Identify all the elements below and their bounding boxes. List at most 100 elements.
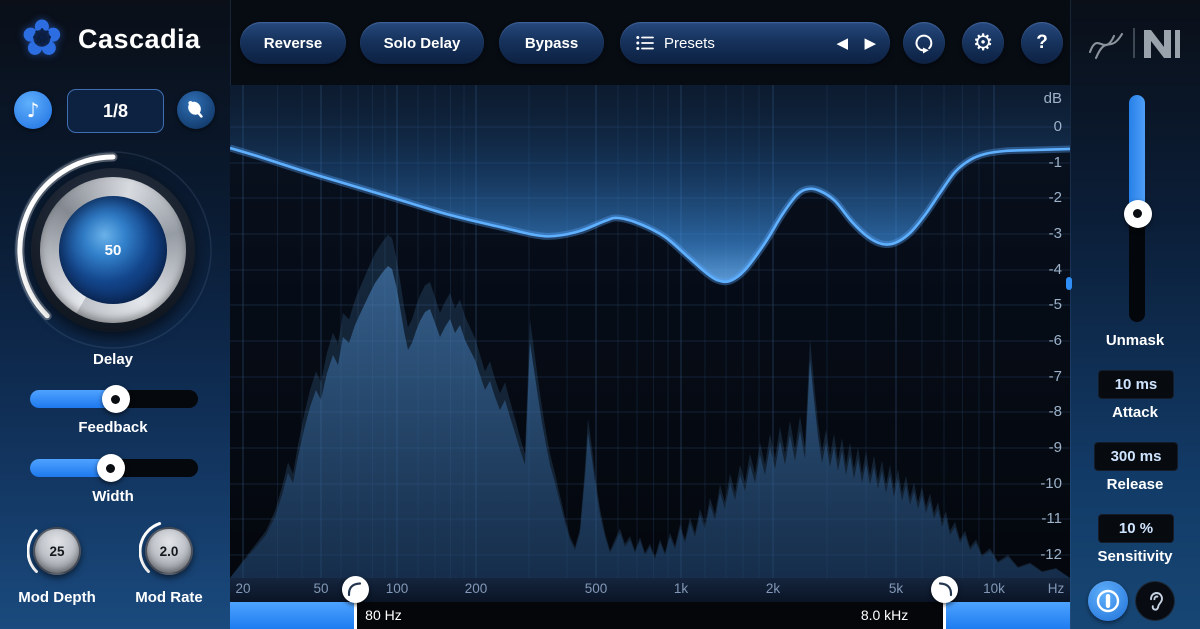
settings-button[interactable]: ⚙	[962, 22, 1004, 64]
db-tick: -4	[1048, 261, 1062, 278]
range-fill-right	[944, 602, 1070, 629]
highcut-handle[interactable]	[931, 576, 959, 603]
presets-list-icon	[636, 36, 654, 50]
freq-tick: 500	[584, 581, 608, 596]
unmask-default-tick	[1066, 277, 1072, 290]
ni-logo	[1144, 30, 1180, 58]
undo-button[interactable]	[903, 22, 945, 64]
attack-label: Attack	[1112, 404, 1158, 421]
pingpong-button[interactable]	[177, 91, 215, 129]
tempo-sync-button[interactable]: ♪	[14, 91, 52, 129]
spectrum-area	[230, 266, 1070, 578]
eq-curve[interactable]	[230, 146, 1070, 284]
mod-rate-value: 2.0	[159, 543, 179, 559]
power-icon	[1096, 589, 1120, 613]
range-low-value: 80 Hz	[365, 607, 402, 623]
db-tick: -8	[1048, 403, 1062, 420]
reverse-label: Reverse	[263, 34, 323, 52]
db-tick: -1	[1048, 154, 1062, 171]
delay-arc	[17, 154, 116, 319]
db-tick: -6	[1048, 332, 1062, 349]
solo-delay-button[interactable]: Solo Delay	[360, 22, 484, 64]
knob-face[interactable]: 50	[59, 196, 167, 304]
highcut-stem	[943, 595, 947, 629]
freq-tick: 1k	[673, 581, 689, 596]
unmask-thumb[interactable]	[1123, 199, 1152, 228]
listen-button[interactable]	[1135, 581, 1175, 621]
delay-value: 50	[104, 241, 122, 259]
presets-button[interactable]: Presets ◀ ▶	[620, 22, 890, 64]
release-label: Release	[1106, 476, 1164, 493]
feedback-fill	[30, 390, 116, 408]
unmask-label: Unmask	[1105, 332, 1165, 349]
unmask-fill	[1129, 95, 1145, 214]
tempo-value: 1/8	[102, 100, 129, 121]
freq-tick: 100	[385, 581, 409, 596]
gear-icon: ⚙	[972, 30, 994, 56]
release-value: 300 ms	[1110, 448, 1162, 465]
width-slider[interactable]	[30, 454, 198, 482]
db-tick: -9	[1048, 439, 1062, 456]
sensitivity-label: Sensitivity	[1097, 548, 1173, 565]
eq-fill-area	[230, 85, 1070, 282]
sensitivity-value-box[interactable]: 10 %	[1098, 514, 1174, 543]
brand-divider	[1133, 28, 1135, 58]
bypass-label: Bypass	[524, 34, 579, 52]
db-tick: -3	[1048, 225, 1062, 242]
freq-tick: 5k	[888, 581, 904, 596]
help-button[interactable]: ?	[1021, 22, 1063, 64]
freq-tick: 50	[313, 581, 329, 596]
delay-label: Delay	[92, 351, 134, 368]
attack-value: 10 ms	[1114, 376, 1158, 393]
range-high-value: 8.0 kHz	[860, 607, 909, 623]
range-fill-left	[230, 602, 356, 629]
freq-tick: 10k	[983, 581, 1005, 596]
ear-icon	[1150, 592, 1163, 611]
flower-core-icon: ❋	[31, 24, 53, 52]
mod-rate-label: Mod Rate	[135, 589, 203, 606]
feedback-slider[interactable]	[30, 385, 198, 413]
bypass-button[interactable]: Bypass	[499, 22, 604, 64]
frequency-range-bar[interactable]: 80 Hz 8.0 kHz	[230, 576, 1070, 629]
lowpass-icon	[939, 582, 953, 597]
attack-value-box[interactable]: 10 ms	[1098, 370, 1174, 399]
reverse-button[interactable]: Reverse	[240, 22, 346, 64]
lowcut-stem	[353, 595, 357, 629]
preset-next-button[interactable]: ▶	[864, 34, 876, 52]
mod-depth-knob[interactable]: 25	[27, 521, 87, 581]
pingpong-icon	[188, 101, 203, 118]
freq-tick: Hz	[1047, 581, 1065, 596]
freq-tick: 2k	[765, 581, 781, 596]
power-button[interactable]	[1088, 581, 1128, 621]
sensitivity-value: 10 %	[1118, 520, 1154, 537]
db-tick: -11	[1041, 510, 1062, 527]
undo-icon	[915, 34, 933, 54]
mod-depth-label: Mod Depth	[18, 589, 96, 606]
feedback-thumb[interactable]	[101, 385, 130, 413]
highpass-icon	[347, 582, 361, 597]
width-label: Width	[92, 488, 134, 505]
app-title: Cascadia	[78, 24, 201, 54]
help-icon: ?	[1036, 32, 1048, 53]
width-thumb[interactable]	[96, 454, 125, 482]
frequency-axis: 20 50 100 200 500 1k 2k 5k 10k Hz	[230, 578, 1070, 602]
solo-delay-label: Solo Delay	[383, 34, 461, 52]
presets-label: Presets	[664, 34, 715, 52]
release-value-box[interactable]: 300 ms	[1094, 442, 1178, 471]
db-unit-label: dB	[1043, 90, 1062, 107]
note-icon: ♪	[26, 98, 40, 122]
db-tick: 0	[1053, 118, 1062, 135]
mod-rate-knob[interactable]: 2.0	[139, 521, 199, 581]
tempo-value-box[interactable]: 1/8	[67, 89, 164, 133]
delay-knob[interactable]: 50	[8, 145, 218, 355]
izotope-logo	[1088, 32, 1124, 60]
db-tick: -10	[1040, 475, 1062, 492]
width-fill	[30, 459, 111, 477]
feedback-label: Feedback	[78, 419, 148, 436]
db-tick: -5	[1048, 296, 1062, 313]
freq-tick: 200	[464, 581, 488, 596]
db-tick: -7	[1048, 368, 1062, 385]
preset-prev-button[interactable]: ◀	[836, 34, 848, 52]
lowcut-handle[interactable]	[341, 576, 369, 603]
